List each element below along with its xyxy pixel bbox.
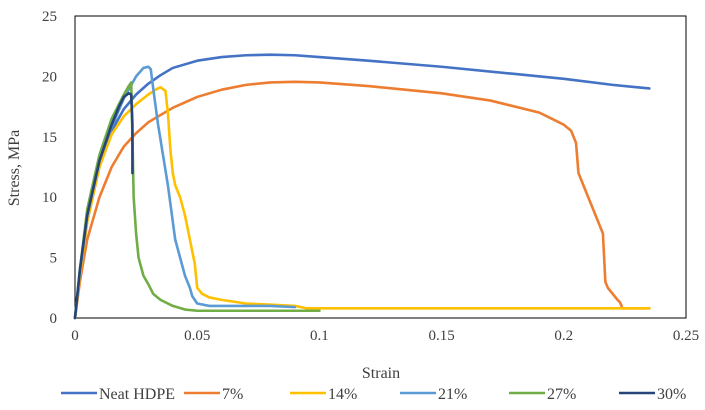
y-axis-title: Stress, MPa	[6, 130, 23, 206]
y-tick-label: 25	[42, 9, 57, 25]
legend-label: 27%	[547, 386, 576, 403]
x-tick-label: 0.1	[310, 328, 329, 344]
y-tick-label: 5	[50, 251, 58, 267]
series-line	[73, 81, 321, 320]
y-tick-label: 0	[50, 311, 58, 327]
x-tick-label: 0.2	[554, 328, 573, 344]
x-tick-label: 0	[71, 328, 79, 344]
y-tick-label: 20	[42, 69, 57, 85]
x-axis-title: Strain	[362, 365, 400, 382]
y-tick-label: 10	[42, 190, 57, 206]
x-tick-label: 0.25	[673, 328, 699, 344]
legend-label: Neat HDPE	[99, 386, 175, 403]
legend-label: 7%	[222, 386, 243, 403]
series-line	[73, 92, 134, 320]
x-tick-label: 0.15	[428, 328, 454, 344]
series-line	[73, 85, 651, 320]
series-line	[73, 80, 651, 320]
legend-label: 21%	[438, 386, 467, 403]
plot-area	[74, 15, 687, 319]
y-tick-label: 15	[42, 130, 57, 146]
series-line	[73, 65, 297, 320]
legend-label: 14%	[328, 386, 357, 403]
legend: Neat HDPE 7% 14% 21% 27% 30%	[61, 386, 686, 403]
legend-label: 30%	[657, 386, 686, 403]
series-line	[73, 53, 651, 320]
x-tick-label: 0.05	[184, 328, 210, 344]
